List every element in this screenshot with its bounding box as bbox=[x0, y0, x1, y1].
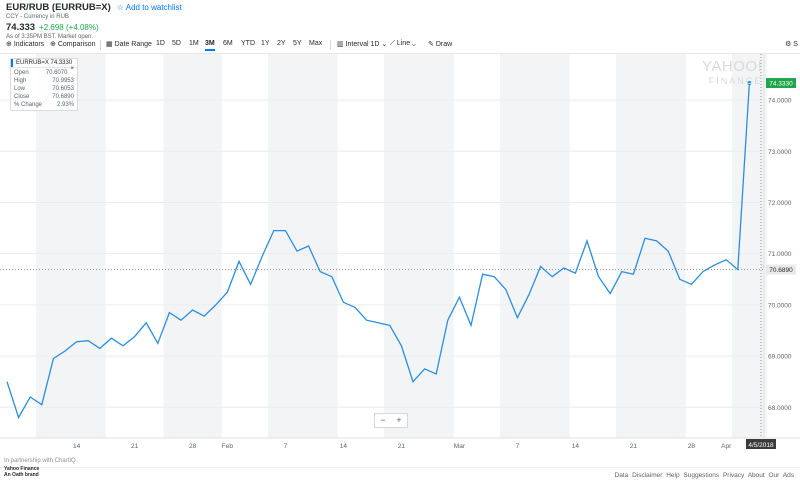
ohlc-key: Low bbox=[14, 86, 26, 92]
previous-close-badge-bg bbox=[766, 264, 796, 275]
ohlc-panel: EURRUB=X 74.3330 × Open 70.6070 High 70.9953… bbox=[10, 58, 78, 111]
crosshair-date-badge bbox=[746, 439, 776, 449]
ohlc-key: High bbox=[14, 78, 27, 84]
calendar-icon: ▦ bbox=[106, 41, 113, 48]
y-tick-label: 72.0000 bbox=[768, 200, 792, 207]
week-band bbox=[163, 54, 222, 438]
plus-icon: ⊕ bbox=[50, 41, 56, 48]
x-tick-label: 7 bbox=[516, 443, 520, 450]
range-6m[interactable]: 6M bbox=[223, 40, 233, 47]
x-tick-label: 14 bbox=[572, 443, 580, 450]
ohlc-row: Close 70.6890 bbox=[11, 93, 77, 101]
range-2y[interactable]: 2Y bbox=[277, 40, 286, 47]
quote-change: +2.698 (+4.08%) bbox=[39, 23, 99, 32]
range-1d[interactable]: 1D bbox=[156, 40, 165, 47]
crosshair-date-label: 4/5/2018 bbox=[748, 442, 774, 449]
range-1y[interactable]: 1Y bbox=[261, 40, 270, 47]
price-line bbox=[6, 82, 751, 420]
series-label[interactable]: EURRUB=X 74.3330 × bbox=[11, 59, 77, 72]
ohlc-row: Open 70.6070 bbox=[11, 69, 70, 77]
add-to-watchlist-link[interactable]: ☆ Add to watchlist bbox=[116, 3, 182, 12]
quote-timestamp: As of 3:35PM BST. Market open. bbox=[6, 34, 94, 40]
ohlc-key: Open bbox=[14, 70, 29, 76]
quote-price: 74.333 +2.698 (+4.08%) bbox=[6, 22, 99, 33]
y-tick-label: 70.0000 bbox=[768, 302, 792, 309]
y-tick-label: 71.0000 bbox=[768, 251, 792, 258]
ohlc-value: 70.6070 bbox=[45, 70, 68, 76]
ohlc-value: 70.9953 bbox=[52, 78, 74, 84]
draw-button[interactable]: ✎ Draw bbox=[428, 41, 453, 48]
ohlc-key: % Change bbox=[14, 102, 43, 108]
week-band bbox=[732, 54, 767, 438]
week-band bbox=[268, 54, 338, 438]
x-tick-label: Feb bbox=[222, 443, 234, 450]
partner-note: In partnership with ChartIQ bbox=[4, 458, 76, 464]
week-band bbox=[616, 54, 686, 438]
zoom-out-button[interactable]: − bbox=[380, 415, 386, 425]
chevron-down-icon: ⌄ bbox=[412, 40, 416, 47]
chart-toolbar: ⊕ Indicators ⊕ Comparison ▦ Date Range 1… bbox=[0, 38, 800, 52]
ohlc-value: 2.93% bbox=[56, 102, 74, 108]
last-price-badge-bg bbox=[766, 78, 796, 89]
last-price-badge: 74.3330 bbox=[769, 81, 793, 88]
x-tick-label: Apr bbox=[721, 443, 732, 450]
interval-dropdown[interactable]: ▥ Interval 1D ⌄ bbox=[337, 41, 388, 48]
x-tick-label: 21 bbox=[630, 443, 638, 450]
week-band bbox=[384, 54, 454, 438]
ohlc-value: 70.6890 bbox=[52, 94, 74, 100]
settings-button[interactable]: ⚙ S bbox=[785, 41, 798, 48]
chart-type-dropdown[interactable]: ⟋ Line ⌄ bbox=[390, 40, 416, 47]
close-icon[interactable]: × bbox=[70, 66, 74, 72]
x-tick-label: 28 bbox=[189, 443, 197, 450]
gear-icon: ⚙ bbox=[785, 41, 792, 48]
y-tick-label: 73.0000 bbox=[768, 149, 792, 156]
x-tick-label: 28 bbox=[688, 443, 696, 450]
date-range-button[interactable]: ▦ Date Range bbox=[106, 41, 152, 48]
plus-icon: ⊕ bbox=[6, 41, 12, 48]
indicators-button[interactable]: ⊕ Indicators bbox=[6, 41, 45, 48]
pencil-icon: ✎ bbox=[428, 41, 434, 48]
x-tick-label: 14 bbox=[340, 443, 348, 450]
range-1m[interactable]: 1M bbox=[189, 40, 199, 47]
quote-subtitle: CCY - Currency in RUB bbox=[6, 14, 69, 20]
y-tick-label: 74.0000 bbox=[768, 98, 792, 105]
range-5y[interactable]: 5Y bbox=[293, 40, 302, 47]
zoom-control: − + bbox=[374, 413, 408, 428]
x-tick-label: 14 bbox=[73, 443, 81, 450]
zoom-in-button[interactable]: + bbox=[396, 415, 402, 425]
range-ytd[interactable]: YTD bbox=[241, 40, 255, 47]
line-chart-icon: ⟋ bbox=[390, 40, 395, 47]
yahoo-finance-logo: Yahoo Finance An Oath brand bbox=[4, 466, 40, 478]
last-price-dot bbox=[747, 81, 752, 86]
footer-links[interactable]: Data Disclaimer Help Suggestions Privacy… bbox=[614, 472, 794, 479]
ohlc-row: High 70.9953 bbox=[11, 77, 77, 85]
y-tick-label: 69.0000 bbox=[768, 354, 792, 361]
comparison-button[interactable]: ⊕ Comparison bbox=[50, 41, 96, 48]
chevron-down-icon: ⌄ bbox=[381, 41, 388, 48]
range-max[interactable]: Max bbox=[309, 40, 323, 47]
quote-header: EUR/RUB (EURRUB=X) ☆ Add to watchlist CCY… bbox=[6, 2, 182, 40]
y-tick-label: 68.0000 bbox=[768, 405, 792, 412]
quote-title: EUR/RUB (EURRUB=X) ☆ Add to watchlist bbox=[6, 2, 182, 13]
ohlc-row: % Change 2.93% bbox=[11, 101, 77, 109]
x-tick-label: 7 bbox=[284, 443, 288, 450]
x-tick-label: 21 bbox=[131, 443, 139, 450]
week-band bbox=[36, 54, 106, 438]
x-tick-label: 21 bbox=[398, 443, 406, 450]
ohlc-key: Close bbox=[14, 94, 30, 100]
yahoo-finance-watermark: YAHOO! FINANCE bbox=[702, 58, 763, 86]
week-band bbox=[500, 54, 570, 438]
price-chart[interactable]: 14 21 28 Feb 7 14 21 Mar 7 14 21 28 Apr 4/5/2018 68.0… bbox=[0, 54, 800, 456]
previous-close-badge: 70.6890 bbox=[769, 267, 793, 274]
range-5d[interactable]: 5D bbox=[172, 40, 181, 47]
interval-icon: ▥ bbox=[337, 41, 344, 48]
range-3m[interactable]: 3M bbox=[205, 40, 215, 51]
x-tick-label: Mar bbox=[454, 443, 466, 450]
ohlc-value: 70.6053 bbox=[52, 86, 74, 92]
ohlc-row: Low 70.6053 bbox=[11, 85, 77, 93]
